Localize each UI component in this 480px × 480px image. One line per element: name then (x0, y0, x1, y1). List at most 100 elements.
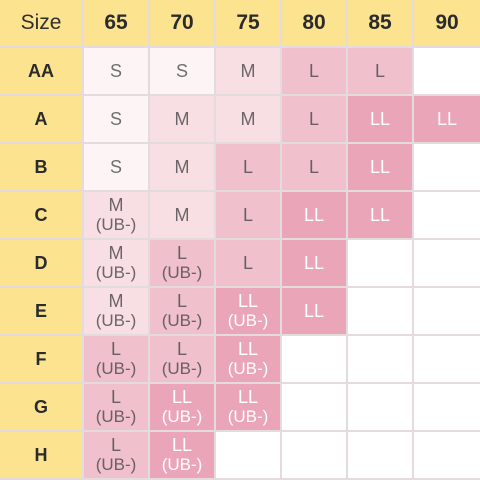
size-cell: LL (414, 96, 480, 142)
size-value: L (242, 252, 253, 273)
empty-cell (414, 384, 480, 430)
size-value: LL (369, 156, 391, 177)
empty-cell (414, 288, 480, 334)
size-cell: LL (UB-) (216, 288, 280, 334)
size-note: (UB-) (95, 215, 137, 234)
size-cell: LL (UB-) (150, 432, 214, 478)
size-cell: M (UB-) (84, 288, 148, 334)
size-cell: S (84, 48, 148, 94)
size-cell: L (282, 144, 346, 190)
size-note: (UB-) (95, 311, 137, 330)
size-cell: LL (282, 192, 346, 238)
row-header: A (0, 96, 82, 142)
size-value: L (242, 204, 253, 225)
row-header: H (0, 432, 82, 478)
row-header: B (0, 144, 82, 190)
size-cell: L (UB-) (150, 288, 214, 334)
size-value: LL (436, 108, 458, 129)
size-value: M (108, 195, 124, 215)
empty-cell (348, 240, 412, 286)
size-value: LL (369, 108, 391, 129)
empty-cell (348, 384, 412, 430)
size-value: LL (171, 435, 192, 455)
column-header: 85 (348, 0, 412, 46)
size-value: L (242, 156, 253, 177)
size-note: (UB-) (95, 407, 137, 426)
size-value: L (308, 60, 319, 81)
size-cell: M (216, 48, 280, 94)
size-cell: LL (348, 144, 412, 190)
size-cell: L (216, 240, 280, 286)
size-value: M (174, 204, 190, 225)
empty-cell (414, 432, 480, 478)
size-value: M (174, 156, 190, 177)
size-value: L (308, 156, 319, 177)
size-value: LL (237, 339, 258, 359)
size-note: (UB-) (161, 407, 203, 426)
row-header: AA (0, 48, 82, 94)
size-note: (UB-) (227, 311, 269, 330)
size-cell: L (348, 48, 412, 94)
size-note: (UB-) (161, 263, 203, 282)
size-cell: LL (UB-) (216, 336, 280, 382)
size-note: (UB-) (95, 455, 137, 474)
size-value: M (240, 108, 256, 129)
empty-cell (282, 432, 346, 478)
size-cell: L (UB-) (84, 384, 148, 430)
size-cell: S (150, 48, 214, 94)
size-value: L (110, 387, 121, 407)
size-cell: L (UB-) (84, 336, 148, 382)
size-value: S (109, 156, 122, 177)
column-header: 65 (84, 0, 148, 46)
size-value: S (109, 108, 122, 129)
size-note: (UB-) (227, 407, 269, 426)
size-value: L (176, 243, 187, 263)
empty-cell (282, 336, 346, 382)
size-cell: L (UB-) (150, 240, 214, 286)
size-cell: S (84, 144, 148, 190)
size-note: (UB-) (161, 359, 203, 378)
size-cell: M (150, 96, 214, 142)
size-cell: M (UB-) (84, 240, 148, 286)
size-cell: LL (282, 240, 346, 286)
row-header: E (0, 288, 82, 334)
size-cell: M (150, 192, 214, 238)
size-cell: L (216, 144, 280, 190)
size-note: (UB-) (161, 311, 203, 330)
empty-cell (414, 192, 480, 238)
empty-cell (348, 336, 412, 382)
row-header: G (0, 384, 82, 430)
size-note: (UB-) (161, 455, 203, 474)
size-value: LL (237, 387, 258, 407)
size-cell: M (UB-) (84, 192, 148, 238)
size-value: LL (303, 252, 325, 273)
size-value: L (374, 60, 385, 81)
size-cell: M (216, 96, 280, 142)
column-header: 90 (414, 0, 480, 46)
size-value: LL (303, 204, 325, 225)
size-value: L (110, 435, 121, 455)
size-value: L (308, 108, 319, 129)
row-header: C (0, 192, 82, 238)
corner-header: Size (0, 0, 82, 46)
size-value: S (109, 60, 122, 81)
column-header: 70 (150, 0, 214, 46)
size-value: M (108, 291, 124, 311)
size-value: S (175, 60, 188, 81)
size-value: LL (303, 300, 325, 321)
size-cell: LL (282, 288, 346, 334)
column-header: 80 (282, 0, 346, 46)
row-header: F (0, 336, 82, 382)
size-cell: L (216, 192, 280, 238)
size-value: LL (237, 291, 258, 311)
size-cell: LL (348, 96, 412, 142)
size-cell: M (150, 144, 214, 190)
size-value: L (110, 339, 121, 359)
empty-cell (216, 432, 280, 478)
size-value: L (176, 291, 187, 311)
empty-cell (414, 336, 480, 382)
column-header: 75 (216, 0, 280, 46)
size-value: LL (171, 387, 192, 407)
size-value: M (174, 108, 190, 129)
